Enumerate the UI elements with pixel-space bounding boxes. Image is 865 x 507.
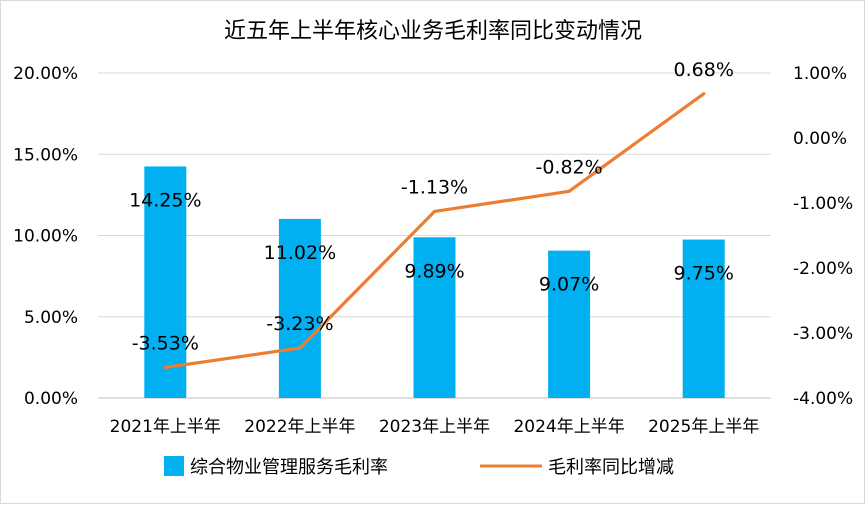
x-axis: 2021年上半年 2022年上半年 2023年上半年 2024年上半年 2025年上半年 <box>110 417 760 437</box>
line-point <box>567 189 571 193</box>
line-value-label: -0.82% <box>535 156 602 178</box>
left-tick-label: 20.00% <box>13 64 78 84</box>
bar-series <box>144 166 725 398</box>
legend-swatch-bar <box>164 456 184 476</box>
right-y-axis: -4.00% -3.00% -2.00% -1.00% 0.00% 1.00% <box>793 64 853 409</box>
right-tick-label: -3.00% <box>793 324 853 344</box>
right-tick-label: -1.00% <box>793 194 853 214</box>
bar <box>413 237 456 398</box>
left-tick-label: 10.00% <box>13 227 78 247</box>
line-point <box>163 365 167 370</box>
right-tick-label: -4.00% <box>793 389 853 409</box>
data-labels: 14.25% 11.02% 9.89% 9.07% 9.75% -3.53% -3.23% -… <box>129 59 734 355</box>
left-tick-label: 5.00% <box>24 308 78 328</box>
bar-value-label: 14.25% <box>129 189 201 211</box>
line-point <box>432 209 437 214</box>
bar <box>144 166 187 398</box>
line-point <box>702 92 706 96</box>
line-value-label: 0.68% <box>674 59 734 81</box>
x-tick-label: 2022年上半年 <box>244 417 355 437</box>
bar-value-label: 9.75% <box>674 263 734 285</box>
line-value-label: -3.53% <box>132 332 199 354</box>
gridlines <box>98 72 771 399</box>
line-value-label: -3.23% <box>266 313 333 335</box>
bar <box>548 250 591 398</box>
x-tick-label: 2021年上半年 <box>110 417 221 437</box>
bar-value-label: 9.07% <box>539 274 599 296</box>
bar-value-label: 11.02% <box>264 242 336 264</box>
bar <box>278 218 321 398</box>
bar-value-label: 9.89% <box>404 260 464 282</box>
right-tick-label: 0.00% <box>793 129 847 149</box>
left-tick-label: 15.00% <box>13 145 78 165</box>
x-tick-label: 2024年上半年 <box>513 417 624 437</box>
legend-label-bar: 综合物业管理服务毛利率 <box>190 457 388 478</box>
line-series <box>163 92 706 370</box>
chart-title: 近五年上半年核心业务毛利率同比变动情况 <box>224 19 642 44</box>
x-tick-label: 2023年上半年 <box>379 417 490 437</box>
legend: 综合物业管理服务毛利率 毛利率同比增减 <box>164 456 674 478</box>
bar <box>682 239 725 398</box>
line-point <box>298 346 302 350</box>
right-tick-label: 1.00% <box>793 64 847 84</box>
line-value-label: -1.13% <box>401 176 468 198</box>
left-tick-label: 0.00% <box>24 389 78 409</box>
left-y-axis: 0.00% 5.00% 10.00% 15.00% 20.00% <box>13 64 78 409</box>
x-tick-label: 2025年上半年 <box>648 417 759 437</box>
legend-label-line: 毛利率同比增减 <box>548 457 674 478</box>
right-tick-label: -2.00% <box>793 259 853 279</box>
